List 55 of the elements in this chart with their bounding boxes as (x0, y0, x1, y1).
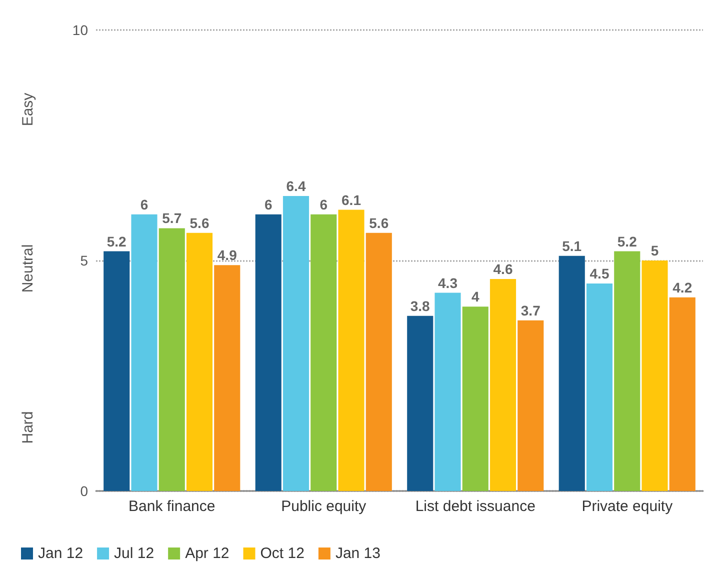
y-tick-label: 10 (72, 22, 88, 38)
bar (366, 232, 392, 491)
bar (338, 210, 364, 491)
data-label: 4.9 (217, 247, 238, 264)
bar (669, 297, 696, 491)
x-tick-label: Bank finance (128, 498, 216, 515)
x-tick-label: Private equity (582, 498, 674, 515)
data-label: 5.2 (106, 233, 127, 250)
x-tick-label: Public equity (281, 498, 367, 515)
data-label: 5.6 (369, 214, 389, 231)
legend-label: Jan 13 (335, 545, 380, 562)
data-label: 6.4 (286, 178, 306, 194)
bar (131, 214, 158, 491)
data-label: 5.1 (562, 238, 582, 254)
bar (586, 284, 613, 491)
data-label: 4.3 (438, 274, 458, 291)
bar (158, 228, 185, 491)
data-label: 5.6 (190, 214, 210, 231)
legend-label: Jan 12 (38, 545, 84, 562)
bar (642, 260, 668, 491)
text: Easy (20, 92, 36, 126)
bar (434, 292, 461, 491)
bar (614, 251, 640, 491)
bar (490, 278, 516, 491)
bar (407, 316, 434, 491)
y-tick-label: 0 (80, 483, 88, 499)
data-label: 6 (264, 196, 272, 212)
legend-label: Jul 12 (114, 545, 154, 562)
data-label: 5.2 (617, 233, 638, 250)
data-label: 6 (140, 196, 148, 212)
bar (518, 320, 544, 491)
text: Hard (20, 411, 36, 444)
bar (558, 256, 585, 491)
y-tick-label: 5 (80, 252, 88, 268)
data-label: 4.6 (493, 260, 513, 277)
bar (282, 196, 310, 491)
bar (104, 251, 130, 491)
text: Neutral (20, 244, 36, 293)
bar (310, 214, 337, 491)
data-label: 6 (320, 196, 328, 212)
data-label: 4.5 (590, 266, 610, 282)
legend-label: Apr 12 (185, 545, 230, 562)
bar (186, 232, 213, 491)
data-label: 5.7 (162, 210, 182, 226)
bar (214, 265, 240, 491)
data-label: 3.8 (410, 298, 430, 314)
data-label: 6.1 (342, 192, 362, 208)
data-label: 4.2 (672, 279, 692, 296)
legend-label: Oct 12 (260, 545, 304, 562)
data-label: 3.7 (520, 302, 541, 318)
bar (462, 306, 488, 491)
data-label: 5 (650, 242, 659, 258)
x-tick-label: List debt issuance (415, 498, 536, 515)
data-label: 4 (471, 288, 480, 305)
bar (255, 214, 282, 491)
